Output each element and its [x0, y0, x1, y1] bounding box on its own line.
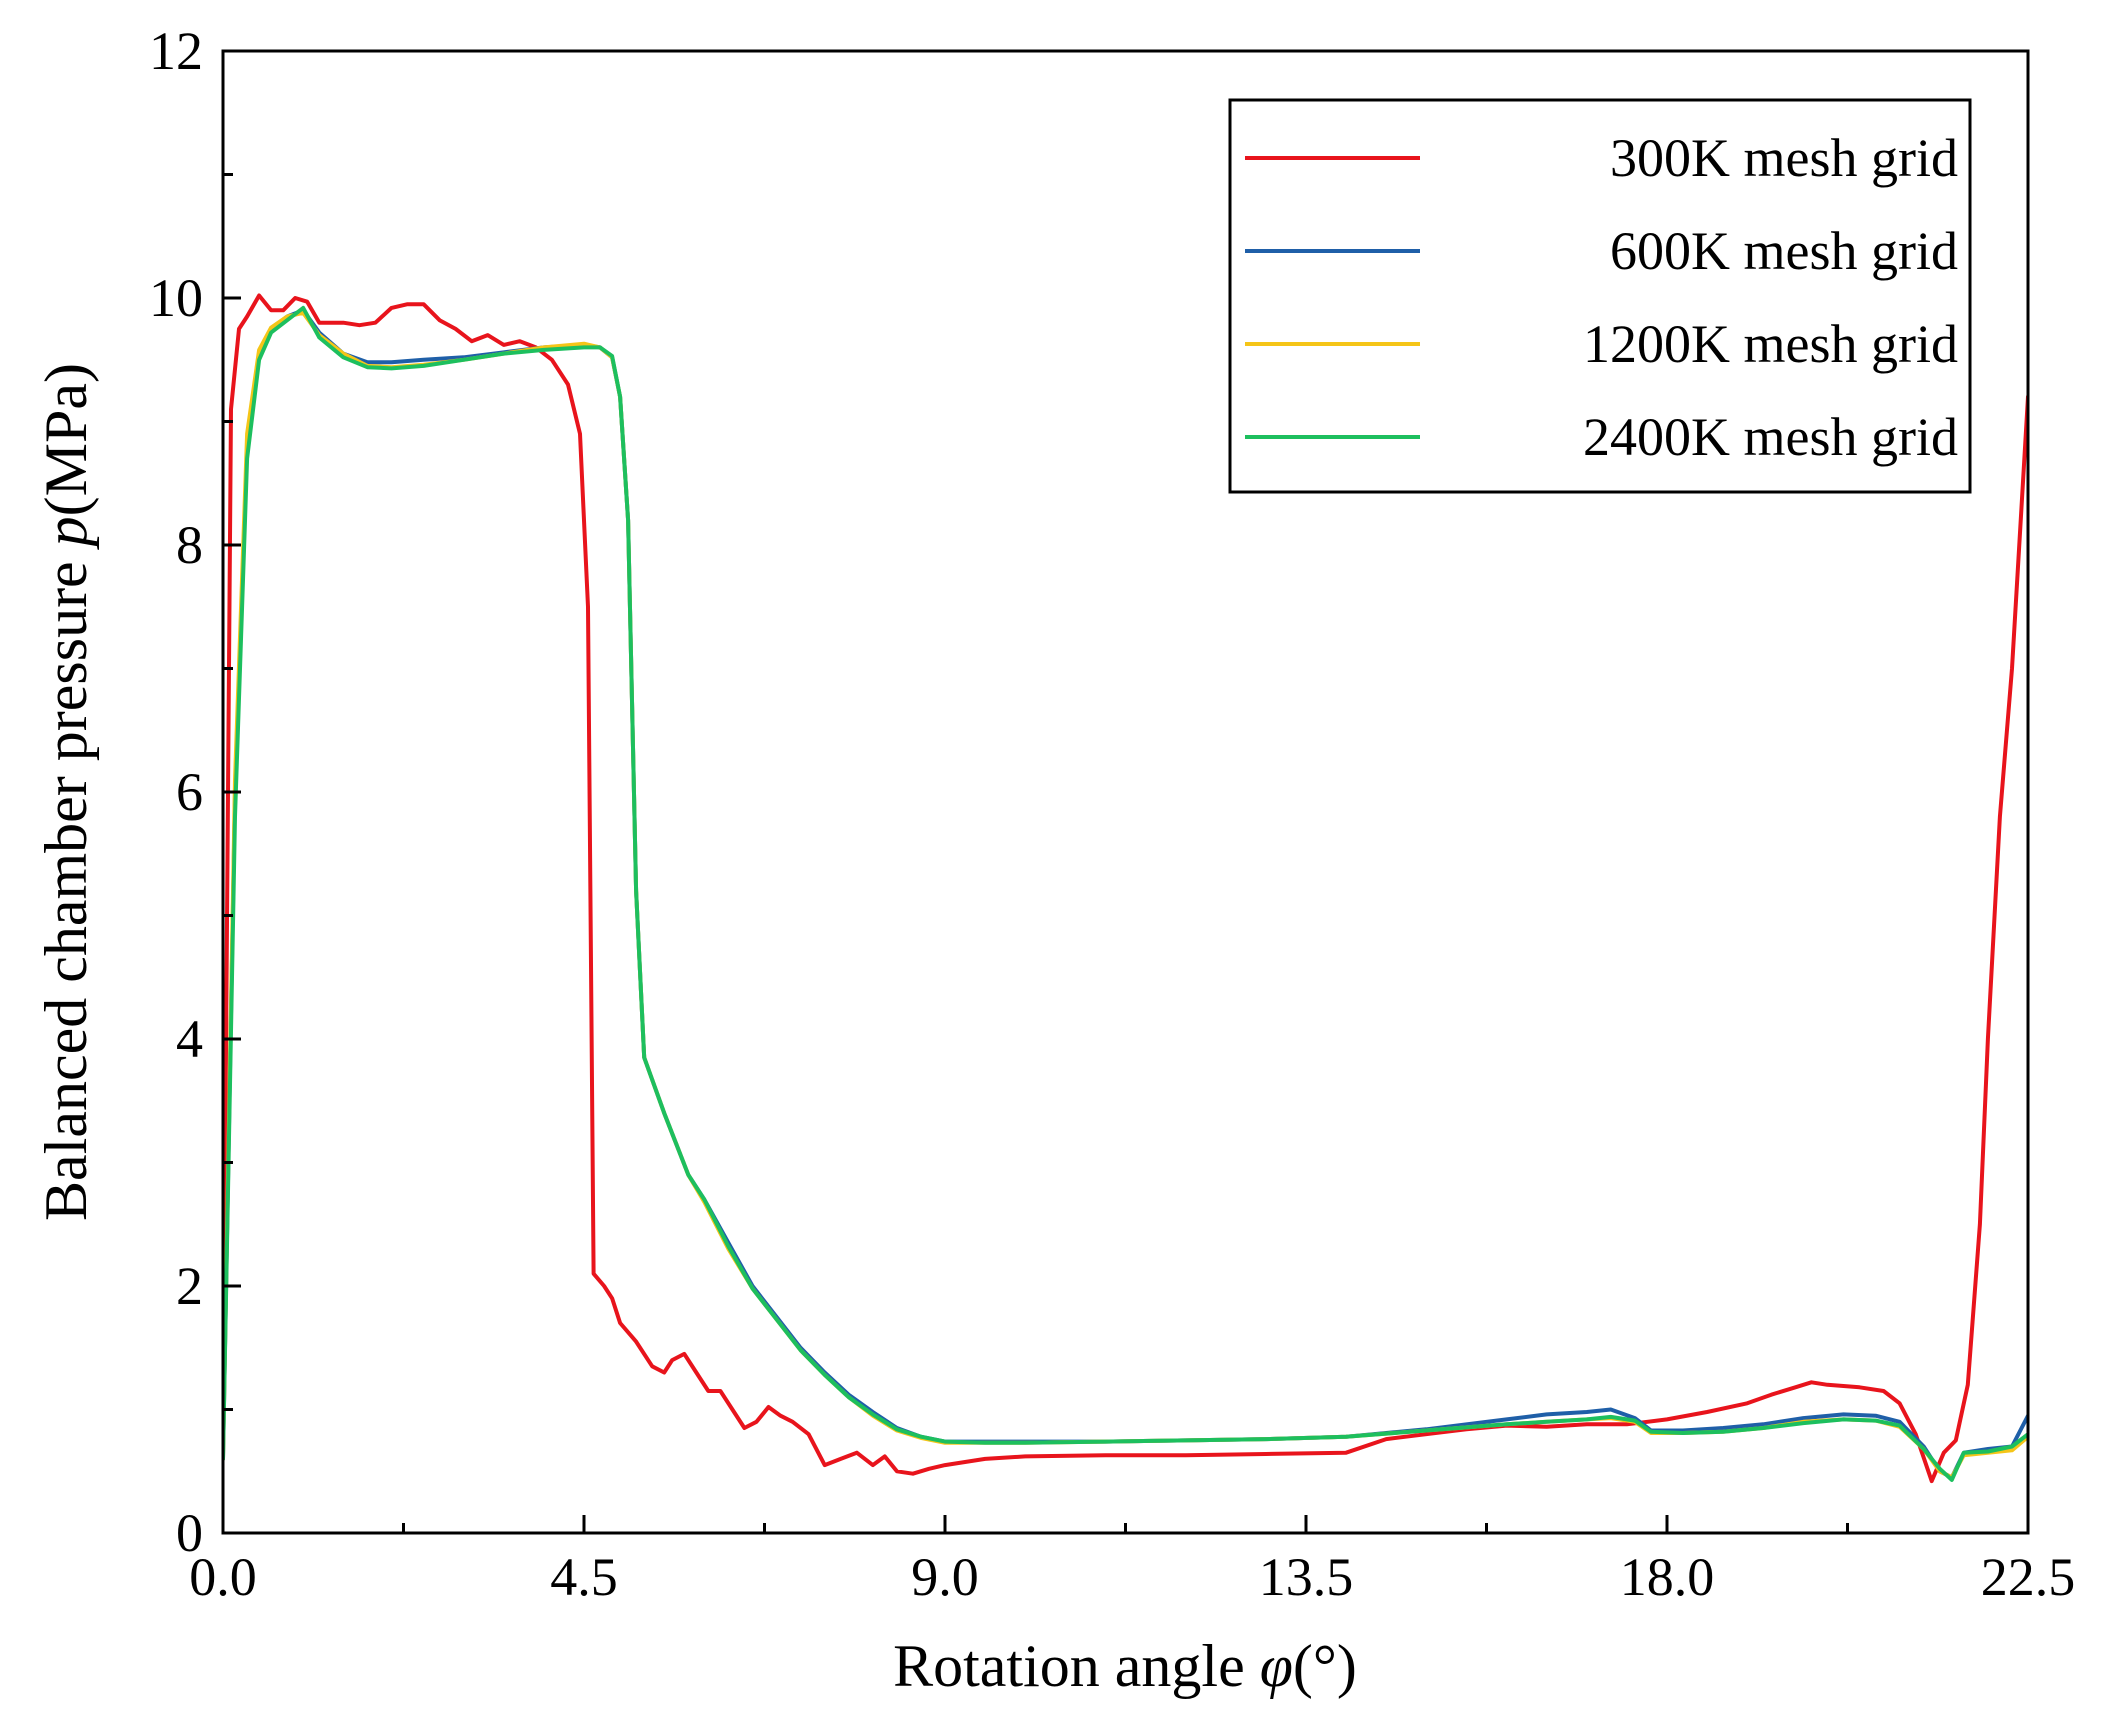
y-tick-label: 12	[149, 21, 203, 81]
x-tick-label: 18.0	[1620, 1547, 1715, 1607]
y-tick-label: 8	[176, 515, 203, 575]
chart: 0.0 4.5 9.0 13.5 18.0 22.5024681012 Rotation …	[0, 0, 2101, 1725]
legend-label-2: 600K mesh grid	[1610, 221, 1958, 281]
x-tick-label: 4.5	[550, 1547, 618, 1607]
y-tick-label: 6	[176, 762, 203, 822]
y-tick-label: 4	[176, 1009, 203, 1069]
legend-label-1: 300K mesh grid	[1610, 128, 1958, 188]
legend: 300K mesh grid 600K mesh grid 1200K mesh g…	[1230, 100, 1970, 492]
x-tick-label: 9.0	[911, 1547, 979, 1607]
y-tick-label: 2	[176, 1256, 203, 1316]
x-axis-title: Rotation angle φ(°)	[893, 1633, 1357, 1699]
x-tick-label: 13.5	[1259, 1547, 1354, 1607]
legend-label-4: 2400K mesh grid	[1583, 407, 1958, 467]
y-axis-title: Balanced chamber pressure p(MPa)	[33, 363, 99, 1221]
x-tick-label: 22.5	[1981, 1547, 2076, 1607]
legend-label-3: 1200K mesh grid	[1583, 314, 1958, 374]
y-tick-label: 10	[149, 268, 203, 328]
y-tick-label: 0	[176, 1503, 203, 1563]
